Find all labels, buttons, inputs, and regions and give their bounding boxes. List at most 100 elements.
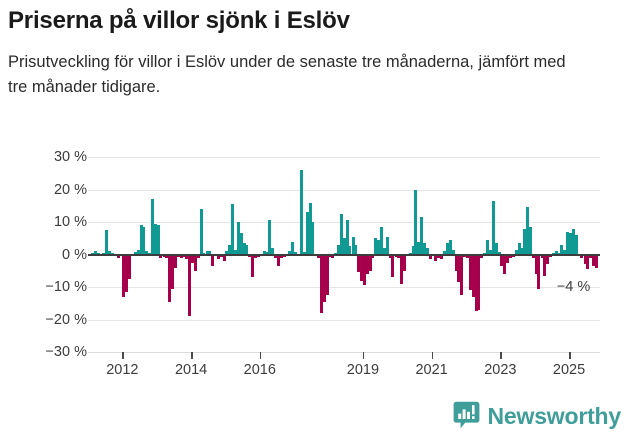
bar: [471, 254, 475, 297]
gridline: [88, 287, 600, 288]
bar: [580, 254, 584, 258]
bar: [319, 254, 323, 313]
bar: [497, 251, 501, 255]
bar: [236, 222, 240, 255]
bar: [540, 254, 544, 258]
bar: [500, 254, 504, 266]
x-axis-line: [88, 352, 600, 353]
bar: [176, 254, 180, 257]
bar: [225, 250, 229, 255]
bar: [302, 252, 306, 255]
y-axis-label: 30 %: [53, 149, 87, 165]
bar: [300, 170, 304, 255]
bar: [242, 243, 246, 255]
bar: [205, 251, 209, 255]
bar: [122, 254, 126, 297]
bar: [434, 254, 438, 261]
bar: [182, 254, 186, 258]
bar: [531, 254, 535, 258]
bar: [348, 246, 352, 255]
bar: [136, 249, 140, 255]
bar: [128, 254, 132, 279]
bar: [288, 251, 292, 255]
bar: [537, 254, 541, 289]
y-axis-label: −10 %: [45, 279, 87, 295]
bar: [342, 238, 346, 255]
bar: [477, 254, 481, 310]
bar: [526, 207, 530, 255]
bar: [196, 254, 200, 258]
bar: [257, 254, 261, 258]
bar: [145, 250, 149, 255]
bar: [549, 254, 553, 258]
bar: [219, 254, 223, 258]
bar: [574, 235, 578, 255]
bar: [282, 254, 286, 258]
bar: [248, 254, 252, 258]
bar: [437, 254, 441, 258]
x-axis-label: 2025: [552, 362, 586, 378]
y-axis-label: 10 %: [53, 214, 87, 230]
y-axis-label: −30 %: [45, 344, 87, 360]
bar: [331, 254, 335, 259]
bar: [414, 189, 418, 255]
bar: [546, 254, 550, 265]
bar: [385, 236, 389, 255]
bar: [382, 248, 386, 255]
newsworthy-logo-icon: [453, 401, 480, 431]
bar: [506, 254, 510, 263]
bar: [494, 243, 498, 255]
last-value-annotation: −4 %: [556, 279, 591, 295]
bar: [428, 254, 432, 260]
x-axis-label: 2016: [243, 362, 276, 378]
bar: [337, 244, 341, 255]
chart-header: Priserna på villor sjönk i Eslöv Prisutv…: [8, 6, 618, 100]
gridline: [88, 189, 600, 191]
bar: [328, 254, 332, 258]
bar: [133, 251, 137, 255]
bar: [239, 233, 243, 255]
bar: [268, 220, 272, 255]
bar: [446, 243, 450, 255]
bar: [563, 249, 567, 255]
bar: [508, 254, 512, 258]
bar: [191, 254, 195, 263]
bar: [368, 254, 372, 271]
zero-line: [88, 253, 600, 256]
bar: [222, 254, 226, 261]
bar: [294, 251, 298, 255]
bar: [173, 254, 177, 268]
x-tick-mark: [191, 352, 193, 359]
bar: [594, 254, 598, 268]
bar: [523, 228, 527, 255]
bar: [93, 250, 97, 255]
bar: [448, 239, 452, 255]
bar: [234, 249, 238, 255]
bar: [276, 254, 280, 266]
bar: [153, 223, 157, 255]
bar: [463, 254, 467, 257]
bar: [253, 254, 257, 259]
y-axis-label: 20 %: [53, 181, 87, 198]
bar: [397, 254, 401, 258]
x-tick-mark: [259, 352, 262, 359]
bar: [485, 239, 489, 255]
brand-footer: Newsworthy: [453, 401, 621, 431]
bar: [517, 243, 521, 255]
x-tick-mark: [431, 352, 434, 359]
bar: [193, 254, 197, 271]
bar: [168, 254, 172, 302]
bar: [311, 222, 315, 255]
bar: [291, 241, 295, 255]
bar: [566, 231, 570, 255]
brand-name: Newsworthy: [487, 402, 622, 429]
bar: [360, 254, 364, 281]
bar: [460, 254, 464, 296]
bar: [371, 254, 375, 258]
bar: [211, 254, 215, 266]
bar: [571, 228, 575, 255]
bar: [165, 254, 169, 259]
bar: [354, 244, 358, 255]
bar: [199, 209, 203, 255]
